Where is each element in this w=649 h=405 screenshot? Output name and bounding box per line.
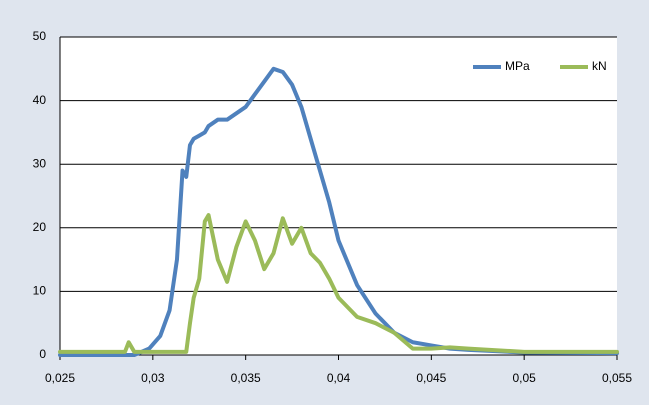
x-tick-label: 0,045 [416,371,446,385]
x-tick-label: 0,035 [231,371,261,385]
x-tick-label: 0,03 [141,371,165,385]
x-tick-label: 0,04 [327,371,351,385]
x-tick-label: 0,055 [602,371,632,385]
y-tick-label: 40 [33,93,47,107]
line-series [58,213,619,354]
plot-area [60,37,617,355]
x-tick-label: 0,025 [45,371,75,385]
y-tick-label: 20 [33,220,47,234]
legend-label: kN [592,59,607,73]
y-tick-label: 0 [39,347,46,361]
y-tick-label: 10 [33,284,47,298]
y-tick-label: 50 [33,29,47,43]
x-tick-label: 0,05 [512,371,536,385]
y-tick-label: 30 [33,156,47,170]
line-series [58,66,619,357]
legend-label: MPa [505,59,530,73]
